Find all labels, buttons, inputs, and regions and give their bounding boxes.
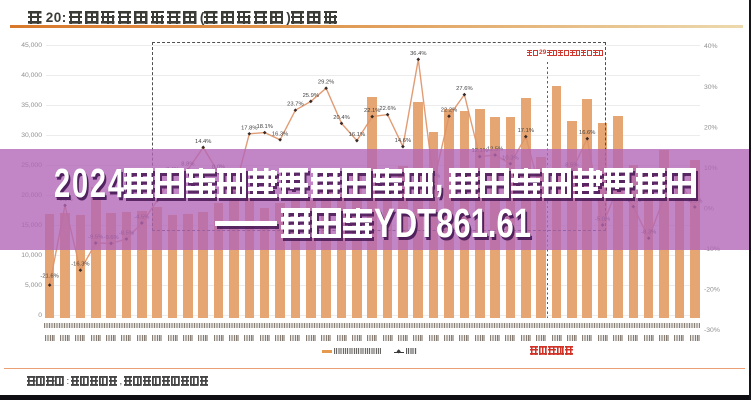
svg-text:27.6%: 27.6% xyxy=(456,86,472,92)
svg-text:14.4%: 14.4% xyxy=(195,139,211,145)
svg-text:30%: 30% xyxy=(704,84,718,91)
svg-text:22.2%: 22.2% xyxy=(441,108,457,114)
svg-text:23.7%: 23.7% xyxy=(287,102,303,108)
svg-text:40%: 40% xyxy=(704,43,718,50)
svg-text:-21.6%: -21.6% xyxy=(40,274,58,280)
svg-text:16.6%: 16.6% xyxy=(579,130,595,136)
svg-text:-16.3%: -16.3% xyxy=(71,262,89,268)
svg-text:17.8%: 17.8% xyxy=(241,125,257,131)
svg-text:16.1%: 16.1% xyxy=(349,132,365,138)
svg-text:25.9%: 25.9% xyxy=(303,93,319,99)
svg-text:14.6%: 14.6% xyxy=(395,138,411,144)
svg-text:16.3%: 16.3% xyxy=(272,131,288,137)
svg-text:22.6%: 22.6% xyxy=(379,106,395,112)
svg-text:30,000: 30,000 xyxy=(21,132,42,139)
svg-text:29.2%: 29.2% xyxy=(318,80,334,86)
svg-text:-20%: -20% xyxy=(704,287,720,294)
svg-text:40,000: 40,000 xyxy=(21,72,42,79)
svg-text:0: 0 xyxy=(38,312,42,319)
svg-text:20%: 20% xyxy=(704,124,718,131)
svg-text:-30%: -30% xyxy=(704,327,720,334)
svg-text:10,000: 10,000 xyxy=(21,252,42,259)
svg-text:17.1%: 17.1% xyxy=(518,128,534,134)
svg-text:35,000: 35,000 xyxy=(21,102,42,109)
svg-text:45,000: 45,000 xyxy=(21,42,42,49)
svg-text:18.1%: 18.1% xyxy=(256,124,272,130)
svg-text:22.1%: 22.1% xyxy=(364,108,380,114)
svg-text:20.4%: 20.4% xyxy=(333,115,349,121)
svg-text:5,000: 5,000 xyxy=(25,282,42,289)
svg-text:36.4%: 36.4% xyxy=(410,51,426,57)
